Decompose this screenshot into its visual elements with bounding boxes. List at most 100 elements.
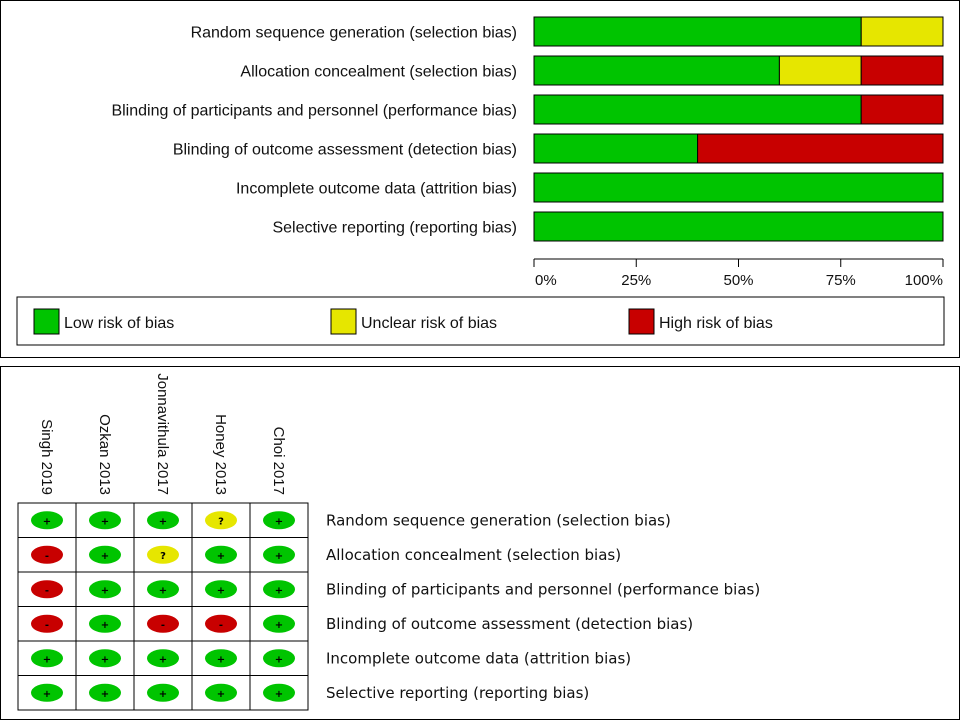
category-label: Selective reporting (reporting bias)	[272, 220, 517, 237]
judgement-symbol: +	[159, 689, 167, 700]
judgement-high-marker	[31, 545, 63, 564]
judgement-symbol: +	[101, 585, 109, 596]
x-tick-label: 25%	[621, 272, 651, 289]
judgement-low-marker	[205, 683, 237, 702]
judgement-symbol: +	[159, 654, 167, 665]
judgement-low-marker	[205, 545, 237, 564]
judgement-symbol: +	[159, 585, 167, 596]
bar-outline	[533, 55, 944, 86]
judgement-high-marker	[31, 614, 63, 633]
judgement-symbol: +	[101, 551, 109, 562]
judgement-low-marker	[263, 511, 295, 530]
bar-outline	[533, 133, 944, 164]
judgement-low-marker	[89, 614, 121, 633]
judgement-symbol: +	[275, 551, 283, 562]
domain-label: Allocation concealment (selection bias)	[326, 546, 621, 564]
judgement-symbol: +	[101, 654, 109, 665]
judgement-low-marker	[31, 511, 63, 530]
judgement-unclear-marker	[147, 545, 179, 564]
judgement-symbol: +	[275, 654, 283, 665]
judgement-unclear-marker	[205, 511, 237, 530]
legend-swatch-low	[33, 308, 60, 335]
bar-segment-low	[533, 133, 699, 164]
legend-label: High risk of bias	[659, 315, 773, 332]
bar-outline	[533, 94, 944, 125]
bar-segment-high	[860, 94, 944, 125]
judgement-symbol: +	[275, 689, 283, 700]
judgement-low-marker	[89, 649, 121, 668]
judgement-symbol: +	[159, 516, 167, 527]
judgement-low-marker	[89, 580, 121, 599]
domain-label: Incomplete outcome data (attrition bias)	[326, 649, 631, 667]
category-label: Random sequence generation (selection bi…	[191, 25, 517, 42]
judgement-symbol: +	[275, 516, 283, 527]
category-label: Allocation concealment (selection bias)	[240, 64, 517, 81]
judgement-low-marker	[263, 614, 295, 633]
judgement-low-marker	[147, 511, 179, 530]
study-label: Jonnavithula 2017	[154, 373, 171, 495]
judgement-symbol: +	[217, 654, 225, 665]
bar-segment-low	[533, 172, 944, 203]
study-label: Singh 2019	[38, 419, 55, 495]
domain-label: Blinding of outcome assessment (detectio…	[326, 615, 693, 633]
bar-segment-high	[697, 133, 944, 164]
bar-segment-unclear	[778, 55, 862, 86]
judgement-low-marker	[205, 649, 237, 668]
bar-segment-unclear	[860, 16, 944, 47]
study-label: Choi 2017	[270, 427, 287, 495]
judgement-low-marker	[205, 580, 237, 599]
legend-swatch-high	[628, 308, 655, 335]
legend-box	[16, 296, 945, 346]
judgement-high-marker	[205, 614, 237, 633]
judgement-symbol: +	[43, 654, 51, 665]
judgement-symbol: -	[45, 551, 49, 562]
judgement-symbol: +	[101, 620, 109, 631]
x-tick-label: 50%	[723, 272, 753, 289]
judgement-low-marker	[147, 649, 179, 668]
x-tick-label: 100%	[905, 272, 943, 289]
judgement-symbol: +	[43, 689, 51, 700]
judgement-symbol: -	[161, 620, 165, 631]
judgement-low-marker	[263, 580, 295, 599]
study-label: Honey 2013	[212, 414, 229, 495]
study-label: Ozkan 2013	[96, 414, 113, 495]
bar-segment-low	[533, 55, 780, 86]
judgement-symbol: ?	[218, 516, 224, 527]
risk-of-bias-graph-panel: Random sequence generation (selection bi…	[0, 0, 960, 358]
judgement-symbol: +	[217, 585, 225, 596]
category-label: Blinding of participants and personnel (…	[111, 103, 517, 120]
judgement-low-marker	[263, 649, 295, 668]
judgement-symbol: +	[217, 551, 225, 562]
judgement-symbol: -	[219, 620, 223, 631]
judgement-symbol: -	[45, 585, 49, 596]
category-label: Blinding of outcome assessment (detectio…	[173, 142, 517, 159]
judgement-symbol: +	[275, 585, 283, 596]
risk-of-bias-graph: Random sequence generation (selection bi…	[16, 16, 945, 346]
judgement-low-marker	[89, 683, 121, 702]
bar-outline	[533, 172, 944, 203]
risk-of-bias-summary: Singh 2019 Ozkan 2013 Jonnavithula 2017 Hon…	[17, 373, 760, 711]
legend-label: Low risk of bias	[64, 315, 174, 332]
bar-segment-low	[533, 211, 944, 242]
x-tick-label: 0%	[535, 272, 557, 289]
judgement-symbol: +	[275, 620, 283, 631]
legend-swatch-unclear	[330, 308, 357, 335]
judgement-symbol: -	[45, 620, 49, 631]
judgement-low-marker	[31, 683, 63, 702]
bar-segment-high	[860, 55, 944, 86]
grid-cell	[249, 675, 309, 711]
category-label: Incomplete outcome data (attrition bias)	[236, 181, 517, 198]
x-tick-label: 75%	[826, 272, 856, 289]
judgement-high-marker	[147, 614, 179, 633]
domain-label: Blinding of participants and personnel (…	[326, 580, 760, 598]
judgement-symbol: +	[43, 516, 51, 527]
bar-segment-low	[533, 94, 862, 125]
domain-label: Selective reporting (reporting bias)	[326, 684, 589, 702]
judgement-symbol: ?	[160, 551, 166, 562]
judgement-symbol: +	[101, 689, 109, 700]
domain-label: Random sequence generation (selection bi…	[326, 511, 671, 529]
judgement-symbol: +	[217, 689, 225, 700]
legend-label: Unclear risk of bias	[361, 315, 497, 332]
judgement-low-marker	[89, 545, 121, 564]
judgement-low-marker	[263, 545, 295, 564]
